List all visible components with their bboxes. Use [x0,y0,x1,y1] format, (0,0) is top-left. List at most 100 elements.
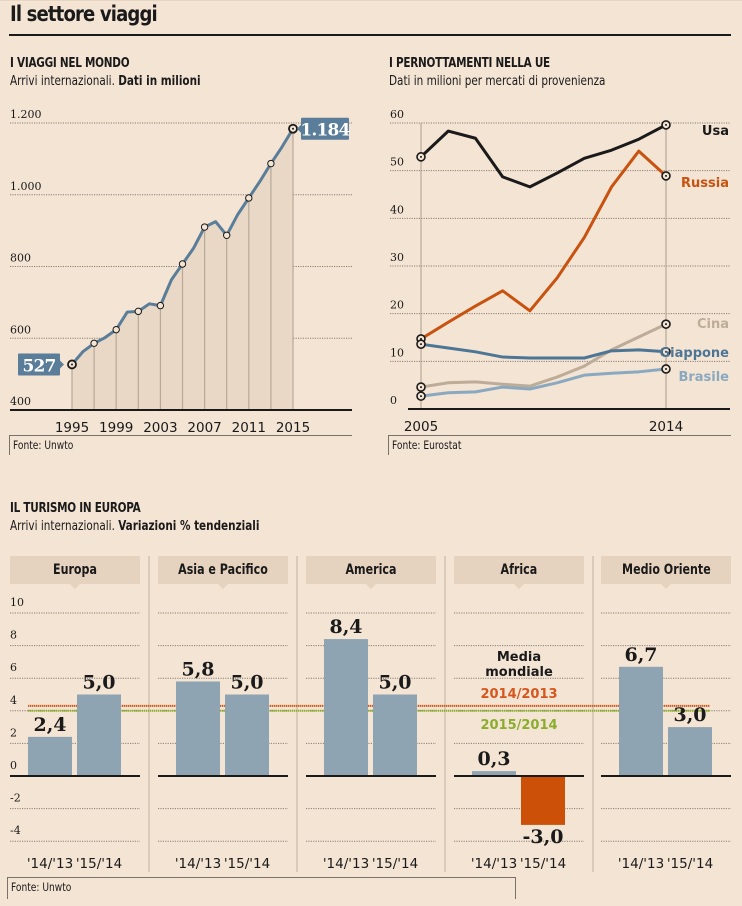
x-category-label: '14/'13 [618,856,664,872]
turismo-title: IL TURISMO IN EUROPA [10,500,141,516]
panel-header-medio-oriente: Medio Oriente [601,556,731,589]
media-mondiale-title-2: mondiale [485,665,553,680]
data-point-center [665,323,667,326]
y-tick-label: 4 [10,694,17,707]
x-category-label: '14/'13 [323,856,369,872]
bar [521,776,565,825]
series-line-giappone [420,342,667,360]
panel-header-label: Asia e Pacifico [178,562,268,578]
data-point-center [665,350,667,353]
y-tick-label: 400 [10,395,31,408]
data-point-center [420,395,422,398]
y-tick-label: 0 [10,759,17,772]
data-point-center [420,343,422,346]
panel-header-africa: Africa [454,556,584,589]
y-tick-label: 60 [390,108,404,121]
pernottamenti-source: Fonte: Eurostat [388,435,731,455]
bar-value-label: 5,0 [82,672,115,694]
x-category-label: '15/'14 [667,856,713,872]
bar [176,681,220,776]
data-point [223,231,231,239]
turismo-subtitle-bold: Variazioni % tendenziali [118,518,260,534]
data-point [156,301,165,310]
legend-label-giappone: Giappone [659,346,729,361]
data-point [90,339,98,347]
x-tick-label: 2011 [232,420,266,436]
data-point [200,223,209,231]
x-tick-label: 2003 [143,420,177,436]
panel-header-america: America [306,556,436,589]
page-title: Il settore viaggi [10,2,158,26]
panel-header-europa: Europa [10,556,140,589]
x-tick-label: 1995 [55,420,89,436]
panel-header-label: Europa [53,562,97,578]
x-category-label: '14/'13 [175,856,221,872]
panel-header-label: America [345,562,397,578]
bar [77,694,121,776]
y-tick-label: 600 [10,323,31,336]
bar-value-label: 8,4 [329,616,362,638]
bar-value-label: 2,4 [33,714,66,736]
title-rule [9,34,731,36]
y-tick-label: 30 [390,251,404,264]
y-tick-label: 10 [390,346,404,359]
bar [373,694,417,776]
x-category-label: '15/'14 [520,856,566,872]
series-line-cina [420,322,667,389]
legend-label-cina: Cina [697,317,729,332]
x-tick-label: 2005 [404,419,438,435]
reference-label-2015-2014: 2015/2014 [480,718,557,733]
data-point-center [420,386,422,389]
top-strip [0,0,742,1]
data-point-center [420,155,422,158]
value-callout-pointer [60,360,64,369]
bar [28,736,72,776]
y-tick-label: 800 [10,252,31,265]
viaggi-subtitle-plain: Arrivi internazionali. [10,73,119,89]
value-callout-label: 527 [22,356,55,376]
y-tick-label: 2 [10,726,17,739]
y-tick-label: 40 [390,203,404,216]
bar-value-label: 6,7 [624,644,657,666]
pernottamenti-title: I PERNOTTAMENTI NELLA UE [389,55,550,71]
bar [324,639,368,776]
x-category-label: '14/'13 [471,856,517,872]
x-tick-label: 1999 [99,420,133,436]
data-point-center [292,127,294,130]
series-line-usa [419,123,667,189]
bar-value-label: 0,3 [477,748,510,770]
turismo-subtitle: Arrivi internazionali. Variazioni % tend… [10,518,259,534]
data-point [112,325,120,334]
y-tick-label: 0 [390,394,397,407]
data-point-center [665,174,667,177]
value-callout-box [18,353,60,376]
bar-value-label: 5,0 [230,672,263,694]
viaggi-source: Fonte: Unwto [9,435,352,455]
data-point [245,194,253,202]
bar [619,666,663,776]
bar [668,727,712,776]
data-point-center [665,367,667,370]
y-tick-label: 20 [390,299,404,312]
media-mondiale-title: Media [497,650,541,665]
y-tick-label: -2 [10,792,21,805]
value-callout-box [301,117,349,140]
legend-label-usa: Usa [702,124,729,139]
series-line-russia [420,149,668,341]
x-category-label: '14/'13 [27,856,73,872]
y-tick-label: 10 [10,596,24,609]
bar-value-label: 5,8 [181,658,214,680]
data-point-center [665,123,667,126]
panel-header-label: Africa [500,562,538,578]
x-tick-label: 2007 [187,420,221,436]
y-tick-label: 1.000 [10,180,42,193]
viaggi-subtitle: Arrivi internazionali. Dati in milioni [10,73,201,89]
legend-label-russia: Russia [681,176,729,191]
pernottamenti-subtitle: Dati in milioni per mercati di provenien… [389,73,606,89]
x-category-label: '15/'14 [224,856,270,872]
value-callout-label: 1.184 [300,121,350,141]
turismo-subtitle-plain: Arrivi internazionali. [10,518,119,534]
data-point [178,260,187,268]
reference-label-2014-2013: 2014/2013 [480,687,557,702]
